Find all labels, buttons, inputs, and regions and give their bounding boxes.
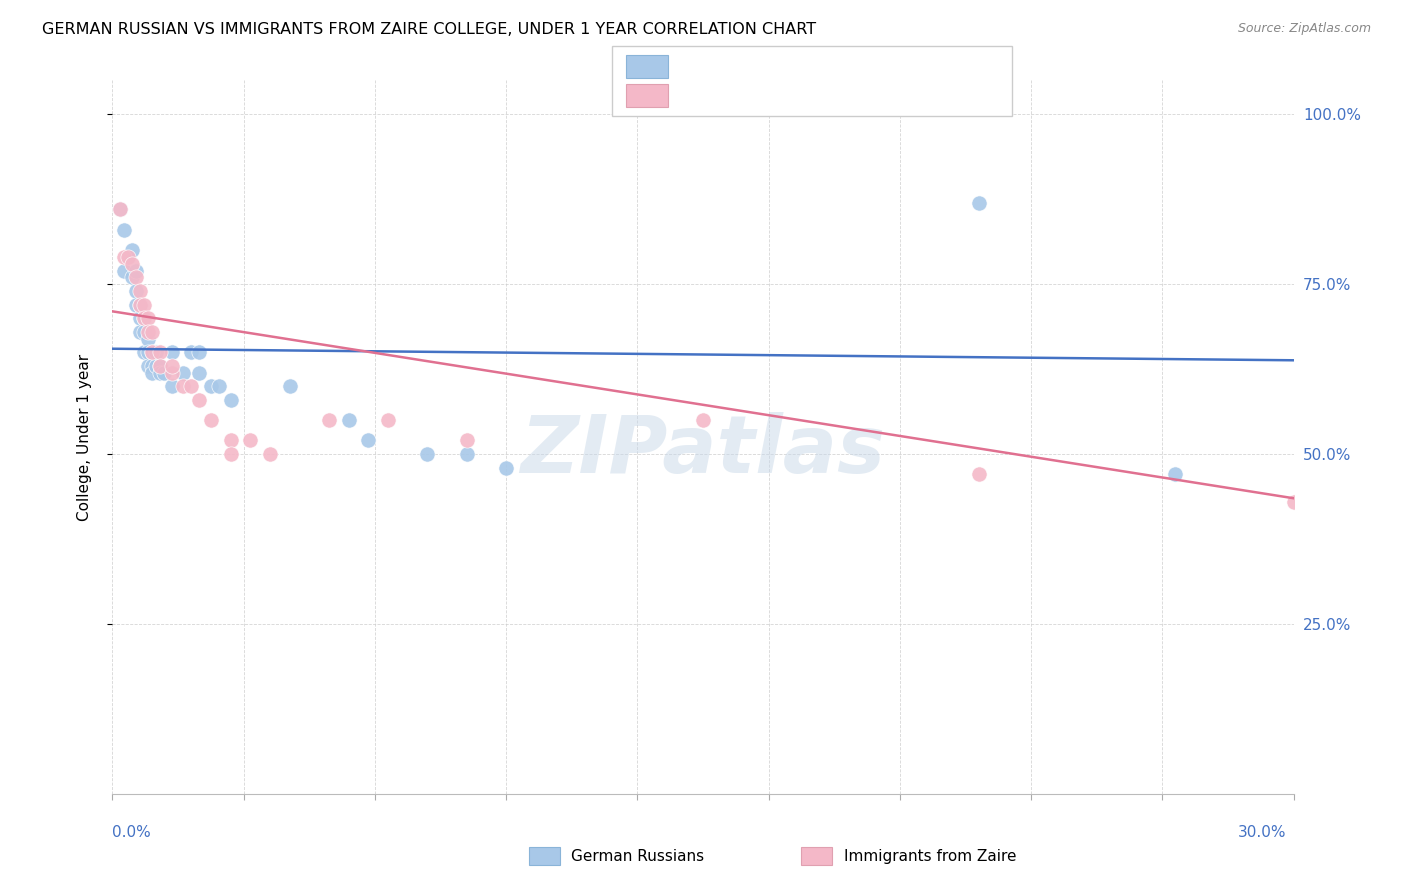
Point [121, 243, 143, 257]
Point [129, 311, 152, 326]
Point [160, 359, 183, 373]
Point [1164, 467, 1187, 482]
Point [125, 284, 148, 298]
Text: 30.0%: 30.0% [1239, 825, 1286, 840]
Point [121, 257, 143, 271]
Point [136, 345, 159, 359]
Point [692, 413, 714, 427]
Text: R = -0.036   N = 43: R = -0.036 N = 43 [682, 60, 839, 74]
Point [129, 325, 152, 339]
Point [416, 447, 439, 461]
Point [259, 447, 281, 461]
Point [967, 195, 990, 210]
Point [188, 345, 211, 359]
Point [136, 332, 159, 346]
Point [149, 345, 172, 359]
Point [456, 447, 478, 461]
Point [136, 359, 159, 373]
Point [160, 345, 183, 359]
Point [219, 392, 242, 407]
Text: 0.0%: 0.0% [112, 825, 152, 840]
Point [239, 434, 262, 448]
Point [132, 311, 155, 326]
Point [132, 345, 155, 359]
Point [136, 311, 159, 326]
Point [141, 325, 163, 339]
Point [132, 297, 155, 311]
Point [180, 379, 202, 393]
Text: GERMAN RUSSIAN VS IMMIGRANTS FROM ZAIRE COLLEGE, UNDER 1 YEAR CORRELATION CHART: GERMAN RUSSIAN VS IMMIGRANTS FROM ZAIRE … [42, 22, 817, 37]
Point [125, 270, 148, 285]
Point [318, 413, 340, 427]
Point [125, 263, 148, 277]
Point [112, 223, 135, 237]
Point [172, 366, 194, 380]
Point [112, 250, 135, 264]
Point [149, 359, 172, 373]
Text: ZIPatlas: ZIPatlas [520, 412, 886, 491]
Point [188, 366, 211, 380]
Point [117, 250, 139, 264]
Point [121, 270, 143, 285]
Point [117, 250, 139, 264]
Point [357, 434, 380, 448]
Point [125, 297, 148, 311]
Y-axis label: College, Under 1 year: College, Under 1 year [77, 353, 91, 521]
Point [219, 447, 242, 461]
Text: Immigrants from Zaire: Immigrants from Zaire [844, 849, 1017, 863]
Point [149, 366, 172, 380]
Point [219, 434, 242, 448]
Text: German Russians: German Russians [571, 849, 704, 863]
Point [141, 366, 163, 380]
Point [141, 345, 163, 359]
Point [200, 379, 222, 393]
Point [141, 359, 163, 373]
Point [188, 392, 211, 407]
Point [149, 359, 172, 373]
Point [456, 434, 478, 448]
Point [132, 311, 155, 326]
Point [141, 345, 163, 359]
Point [160, 379, 183, 393]
Point [377, 413, 399, 427]
Point [172, 379, 194, 393]
Point [132, 325, 155, 339]
Point [495, 460, 517, 475]
Point [160, 366, 183, 380]
Point [200, 413, 222, 427]
Point [967, 467, 990, 482]
Point [180, 345, 202, 359]
Point [129, 284, 152, 298]
Point [110, 202, 132, 217]
Point [152, 366, 174, 380]
Point [208, 379, 231, 393]
Point [129, 297, 152, 311]
Point [337, 413, 360, 427]
Point [110, 202, 132, 217]
Point [145, 345, 167, 359]
Point [112, 263, 135, 277]
Point [1282, 494, 1305, 508]
Point [278, 379, 301, 393]
Point [129, 297, 152, 311]
Text: Source: ZipAtlas.com: Source: ZipAtlas.com [1237, 22, 1371, 36]
Point [145, 359, 167, 373]
Text: R = -0.493   N =  31: R = -0.493 N = 31 [682, 88, 845, 103]
Point [136, 325, 159, 339]
